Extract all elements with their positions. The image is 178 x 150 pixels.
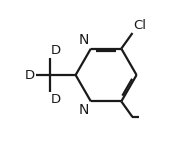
Text: Cl: Cl [133, 19, 146, 32]
Text: D: D [25, 69, 35, 81]
Text: N: N [79, 103, 89, 117]
Text: N: N [79, 33, 89, 47]
Text: D: D [51, 44, 61, 57]
Text: D: D [51, 93, 61, 106]
